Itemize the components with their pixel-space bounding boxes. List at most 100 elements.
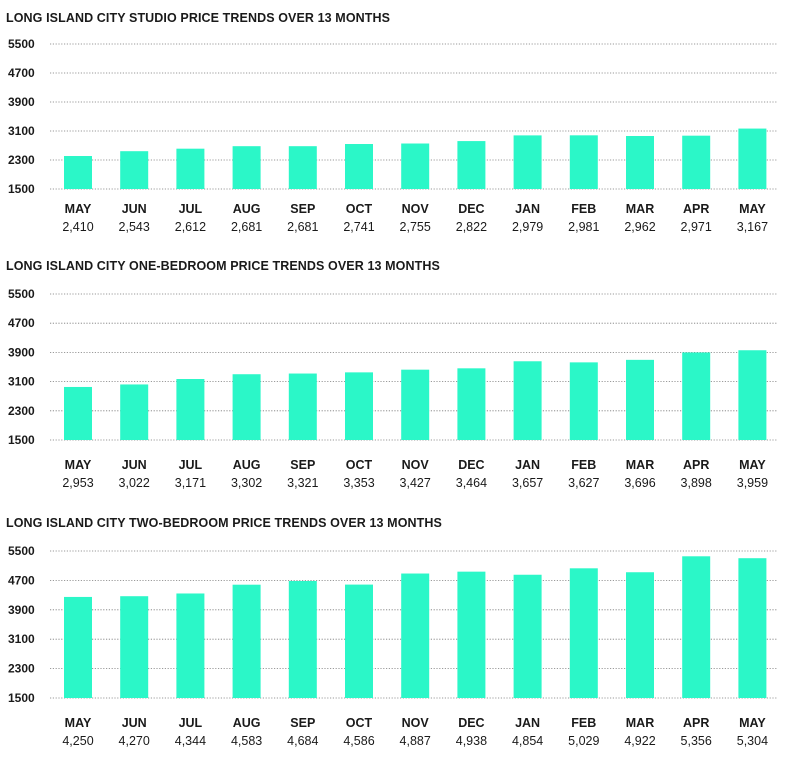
one-bedroom-y-tick-label: 5500 xyxy=(8,287,35,301)
two-bedroom-x-tick-label: AUG xyxy=(233,716,261,730)
studio-x-tick-label: JUL xyxy=(179,202,203,216)
two-bedroom-y-tick-label: 4700 xyxy=(8,573,35,587)
two-bedroom-y-tick-label: 3900 xyxy=(8,603,35,617)
one-bedroom-x-tick-label: NOV xyxy=(402,458,430,472)
one-bedroom-y-tick-label: 3900 xyxy=(8,345,35,359)
one-bedroom-data-label: 3,022 xyxy=(119,476,150,490)
two-bedroom-x-tick-label: SEP xyxy=(290,716,315,730)
one-bedroom-data-label: 3,959 xyxy=(737,476,768,490)
two-bedroom-data-label: 4,250 xyxy=(62,734,93,748)
two-bedroom-bar xyxy=(457,571,486,698)
two-bedroom-data-label: 5,356 xyxy=(681,734,712,748)
studio-x-tick-label: MAY xyxy=(65,202,92,216)
studio-x-tick-label: JUN xyxy=(122,202,147,216)
studio-data-label: 2,741 xyxy=(343,220,374,234)
studio-data-label: 2,612 xyxy=(175,220,206,234)
two-bedroom-bar xyxy=(738,558,767,698)
one-bedroom-data-label: 3,427 xyxy=(400,476,431,490)
one-bedroom-data-label: 3,657 xyxy=(512,476,543,490)
one-bedroom-data-label: 3,464 xyxy=(456,476,487,490)
studio-bar xyxy=(738,128,767,189)
studio-bar xyxy=(626,136,654,189)
studio-x-tick-label: MAR xyxy=(626,202,654,216)
two-bedroom-x-tick-label: JUN xyxy=(122,716,147,730)
one-bedroom-x-tick-label: OCT xyxy=(346,458,373,472)
one-bedroom-data-label: 3,627 xyxy=(568,476,599,490)
studio-data-label: 2,979 xyxy=(512,220,543,234)
one-bedroom-data-label: 2,953 xyxy=(62,476,93,490)
two-bedroom-chart-title: LONG ISLAND CITY TWO-BEDROOM PRICE TREND… xyxy=(6,516,442,530)
two-bedroom-data-label: 5,029 xyxy=(568,734,599,748)
one-bedroom-bar xyxy=(288,373,317,440)
studio-bar xyxy=(457,141,486,189)
one-bedroom-y-tick-label: 4700 xyxy=(8,316,35,330)
one-bedroom-y-tick-label: 3100 xyxy=(8,375,35,389)
one-bedroom-data-label: 3,302 xyxy=(231,476,262,490)
one-bedroom-bar xyxy=(569,362,598,440)
two-bedroom-data-label: 4,586 xyxy=(343,734,374,748)
two-bedroom-x-tick-label: APR xyxy=(683,716,709,730)
studio-data-label: 2,543 xyxy=(119,220,150,234)
studio-data-label: 2,962 xyxy=(624,220,655,234)
studio-data-label: 2,410 xyxy=(62,220,93,234)
one-bedroom-x-tick-label: SEP xyxy=(290,458,315,472)
two-bedroom-bar xyxy=(64,596,92,698)
two-bedroom-y-tick-label: 2300 xyxy=(8,662,35,676)
two-bedroom-bar xyxy=(626,572,654,698)
studio-bar xyxy=(64,156,92,189)
studio-x-tick-label: FEB xyxy=(571,202,596,216)
studio-x-tick-label: MAY xyxy=(739,202,766,216)
studio-bar xyxy=(569,135,598,189)
two-bedroom-y-tick-label: 5500 xyxy=(8,544,35,558)
studio-data-label: 2,822 xyxy=(456,220,487,234)
studio-data-label: 2,755 xyxy=(400,220,431,234)
one-bedroom-bar xyxy=(513,361,542,440)
two-bedroom-y-tick-label: 1500 xyxy=(8,691,35,705)
studio-y-tick-label: 4700 xyxy=(8,66,35,80)
two-bedroom-bar xyxy=(232,584,261,698)
two-bedroom-x-tick-label: JUL xyxy=(179,716,203,730)
studio-x-tick-label: JAN xyxy=(515,202,540,216)
one-bedroom-data-label: 3,171 xyxy=(175,476,206,490)
two-bedroom-data-label: 4,583 xyxy=(231,734,262,748)
studio-data-label: 2,971 xyxy=(681,220,712,234)
studio-x-tick-label: APR xyxy=(683,202,709,216)
two-bedroom-bar xyxy=(682,556,711,698)
one-bedroom-data-label: 3,696 xyxy=(624,476,655,490)
one-bedroom-y-tick-label: 2300 xyxy=(8,404,35,418)
one-bedroom-x-tick-label: JUL xyxy=(179,458,203,472)
two-bedroom-bar xyxy=(569,568,598,698)
studio-data-label: 2,681 xyxy=(231,220,262,234)
studio-bar xyxy=(682,135,711,189)
one-bedroom-data-label: 3,353 xyxy=(343,476,374,490)
one-bedroom-x-tick-label: DEC xyxy=(458,458,484,472)
one-bedroom-bar xyxy=(457,368,486,440)
studio-x-tick-label: SEP xyxy=(290,202,315,216)
two-bedroom-data-label: 4,270 xyxy=(119,734,150,748)
two-bedroom-y-tick-label: 3100 xyxy=(8,632,35,646)
studio-y-tick-label: 3900 xyxy=(8,95,35,109)
one-bedroom-x-tick-label: MAY xyxy=(65,458,92,472)
studio-y-tick-label: 1500 xyxy=(8,182,35,196)
two-bedroom-bar xyxy=(401,573,430,698)
two-bedroom-x-tick-label: FEB xyxy=(571,716,596,730)
studio-bar xyxy=(513,135,542,189)
studio-chart-title: LONG ISLAND CITY STUDIO PRICE TRENDS OVE… xyxy=(6,11,391,25)
two-bedroom-x-tick-label: MAY xyxy=(739,716,766,730)
studio-x-tick-label: DEC xyxy=(458,202,484,216)
one-bedroom-bar xyxy=(345,372,373,440)
studio-bar xyxy=(401,143,430,189)
two-bedroom-x-tick-label: DEC xyxy=(458,716,484,730)
two-bedroom-data-label: 4,684 xyxy=(287,734,318,748)
two-bedroom-bar xyxy=(288,580,317,698)
studio-bar xyxy=(232,146,261,189)
one-bedroom-x-tick-label: APR xyxy=(683,458,709,472)
two-bedroom-x-tick-label: MAY xyxy=(65,716,92,730)
two-bedroom-data-label: 4,854 xyxy=(512,734,543,748)
one-bedroom-bar xyxy=(401,369,430,440)
one-bedroom-x-tick-label: JAN xyxy=(515,458,540,472)
